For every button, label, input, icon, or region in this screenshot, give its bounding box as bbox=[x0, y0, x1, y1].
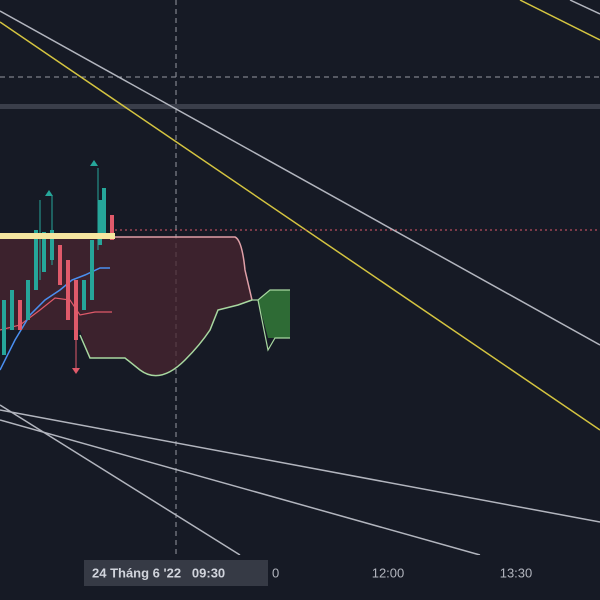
pane-separator bbox=[0, 104, 600, 109]
trend-line bbox=[0, 419, 481, 556]
trend-line bbox=[0, 404, 241, 556]
cloud-upper bbox=[0, 236, 253, 301]
trend-line bbox=[0, 10, 600, 346]
trend-line bbox=[569, 0, 600, 15]
cloud-lower bbox=[79, 299, 253, 377]
trend-line bbox=[0, 21, 600, 431]
candles bbox=[2, 160, 114, 374]
tenkan bbox=[0, 267, 110, 371]
trend-line bbox=[0, 409, 600, 523]
time-label: 13:30 bbox=[500, 565, 533, 580]
cloud-edge bbox=[252, 289, 290, 352]
trend-line bbox=[519, 0, 600, 41]
crosshair-label: 24 Tháng 6 '22 09:30 bbox=[92, 565, 225, 580]
highlight-bar bbox=[0, 233, 115, 239]
crosshair-label-box bbox=[84, 560, 268, 586]
time-label: 0 bbox=[272, 565, 279, 580]
cloud-green bbox=[258, 290, 290, 338]
ichimoku-cloud bbox=[0, 237, 252, 376]
kijun bbox=[0, 297, 112, 331]
time-label: 12:00 bbox=[372, 565, 405, 580]
